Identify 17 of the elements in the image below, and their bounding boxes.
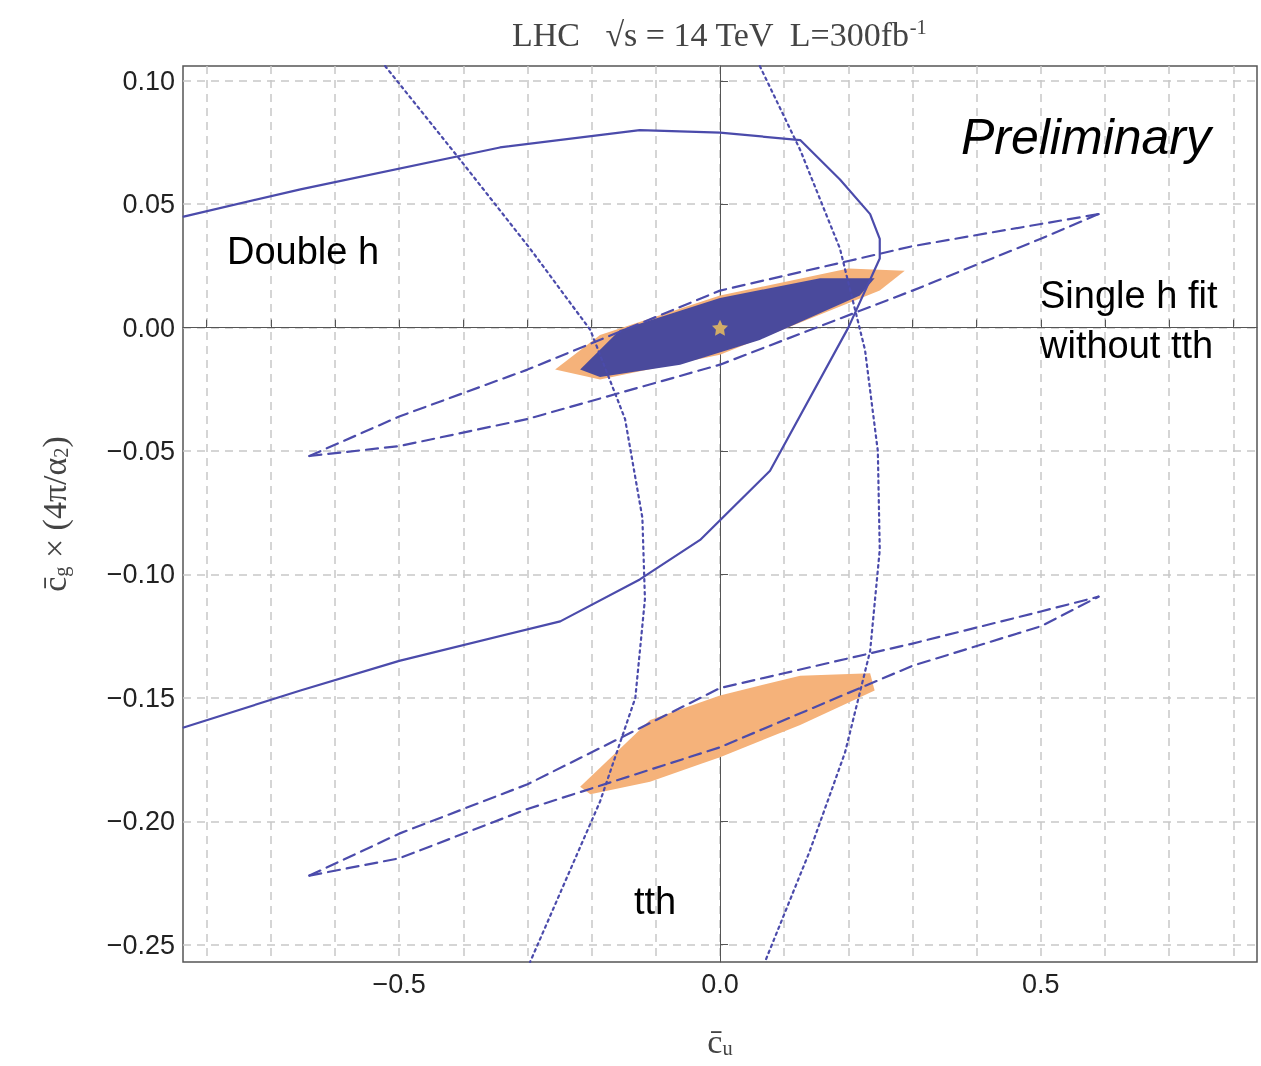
annotation: Double h (227, 230, 380, 272)
y-axis-title: c̄g × (4π/α2) (35, 436, 74, 592)
y-tick-label: −0.25 (106, 929, 175, 960)
x-axis-title: c̄u (707, 1022, 733, 1060)
y-tick-label: −0.15 (106, 682, 175, 713)
x-tick-label: −0.5 (372, 968, 426, 999)
annotation: Single h fit without tth (1039, 274, 1228, 366)
annotation: Preliminary (960, 109, 1214, 165)
y-tick-label: 0.10 (122, 65, 175, 96)
x-tick-label: 0.5 (1022, 968, 1060, 999)
y-tick-label: 0.00 (122, 312, 175, 343)
y-tick-label: −0.10 (106, 559, 175, 590)
y-tick-label: −0.05 (106, 436, 175, 467)
y-tick-label: 0.05 (122, 189, 175, 220)
y-tick-label: −0.20 (106, 806, 175, 837)
annotation: tth (634, 880, 677, 922)
x-tick-label: 0.0 (701, 968, 739, 999)
